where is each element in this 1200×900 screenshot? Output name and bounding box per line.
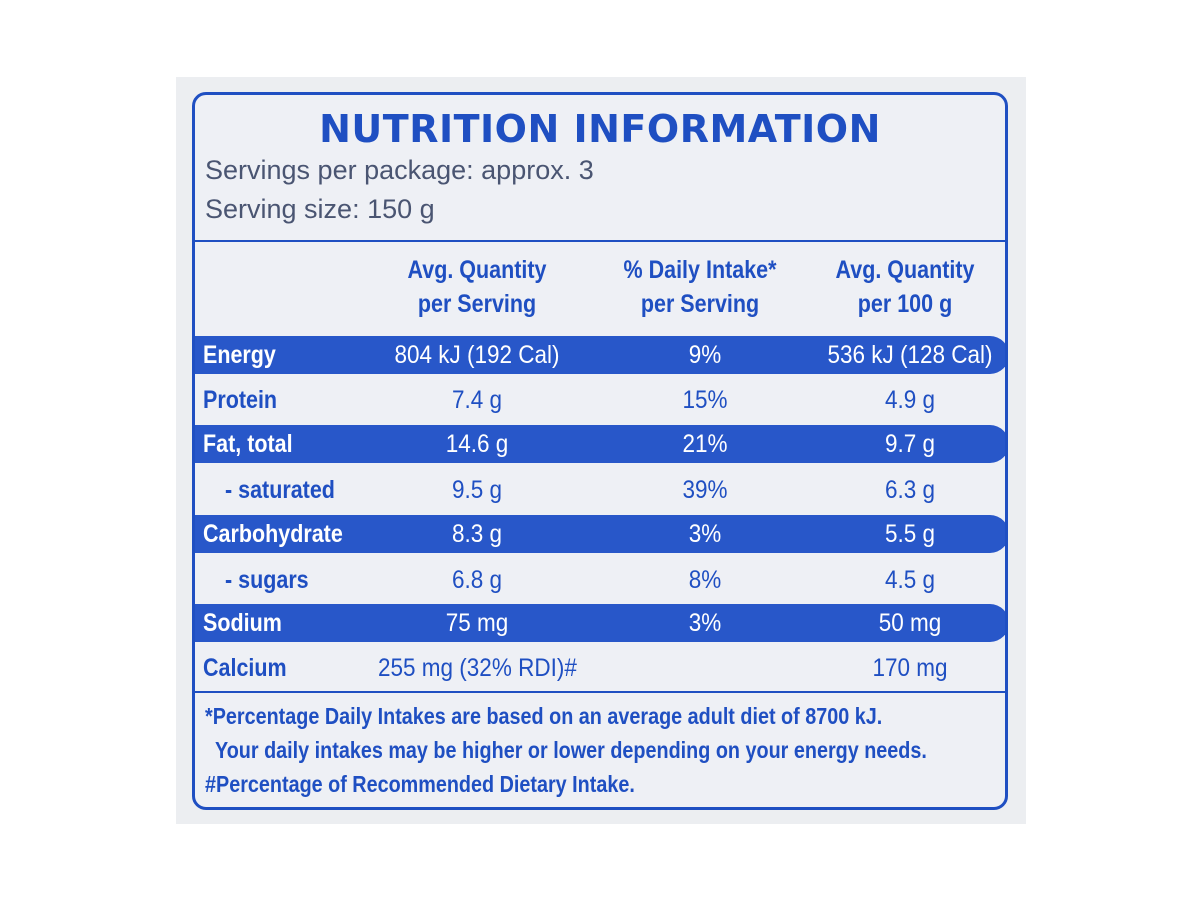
column-header-line: per Serving — [417, 290, 537, 318]
per-serving-value: 14.6 g — [445, 430, 509, 458]
per-100g-value: 4.9 g — [884, 386, 936, 414]
per-serving-value: 255 mg (32% RDI)# — [378, 654, 577, 682]
nutrient-name: - sugars — [225, 566, 309, 594]
nutrient-row-calcium: Calcium 255 mg (32% RDI)# 170 mg — [195, 649, 1005, 687]
nutrient-name: Carbohydrate — [203, 520, 343, 548]
nutrition-panel: NUTRITION INFORMATION Servings per packa… — [192, 92, 1008, 810]
nutrient-name: Calcium — [203, 654, 287, 682]
column-header-line: Avg. Quantity — [835, 256, 975, 284]
per-serving-value: 6.8 g — [451, 566, 503, 594]
nutrient-row-energy: Energy 804 kJ (192 Cal) 9% 536 kJ (128 C… — [195, 336, 1005, 374]
daily-intake-value — [606, 649, 804, 687]
per-100g-value: 536 kJ (128 Cal) — [827, 341, 993, 369]
daily-intake-value: 39% — [682, 476, 728, 504]
column-header-line: % Daily Intake* — [623, 256, 777, 284]
daily-intake-value: 8% — [688, 566, 722, 594]
nutrient-row-fat-total: Fat, total 14.6 g 21% 9.7 g — [195, 425, 1005, 463]
daily-intake-value: 9% — [688, 341, 722, 369]
per-100g-value: 170 mg — [872, 654, 948, 682]
nutrient-name: Fat, total — [203, 430, 293, 458]
column-header-per-100g: Avg. Quantity per 100 g — [819, 253, 991, 321]
per-100g-value: 6.3 g — [884, 476, 936, 504]
footnote-divider — [195, 691, 1005, 693]
per-100g-value: 5.5 g — [884, 520, 936, 548]
nutrient-name: Protein — [203, 386, 278, 414]
nutrient-row-protein: Protein 7.4 g 15% 4.9 g — [195, 381, 1005, 419]
nutrient-name: Energy — [203, 341, 276, 369]
daily-intake-value: 3% — [688, 609, 722, 637]
header-divider — [195, 240, 1005, 242]
column-header-line: Avg. Quantity — [407, 256, 547, 284]
nutrient-name: Sodium — [203, 609, 282, 637]
servings-per-package: Servings per package: approx. 3 — [205, 155, 594, 185]
per-100g-value: 4.5 g — [884, 566, 936, 594]
footnote-rdi: #Percentage of Recommended Dietary Intak… — [205, 771, 635, 797]
column-header-daily-intake: % Daily Intake* per Serving — [605, 253, 794, 321]
per-100g-value: 9.7 g — [884, 430, 936, 458]
nutrient-row-sugars: - sugars 6.8 g 8% 4.5 g — [195, 561, 1005, 599]
per-serving-value: 75 mg — [445, 609, 509, 637]
nutrient-row-saturated: - saturated 9.5 g 39% 6.3 g — [195, 471, 1005, 509]
column-header-line: per 100 g — [857, 290, 953, 318]
per-serving-value: 9.5 g — [451, 476, 503, 504]
daily-intake-value: 21% — [682, 430, 728, 458]
per-100g-value: 50 mg — [878, 609, 942, 637]
column-header-line: per Serving — [640, 290, 760, 318]
daily-intake-value: 3% — [688, 520, 722, 548]
nutrient-row-carbohydrate: Carbohydrate 8.3 g 3% 5.5 g — [195, 515, 1005, 553]
column-header-per-serving: Avg. Quantity per Serving — [382, 253, 571, 321]
per-serving-value: 7.4 g — [451, 386, 503, 414]
daily-intake-value: 15% — [682, 386, 728, 414]
panel-title: NUTRITION INFORMATION — [319, 107, 881, 151]
per-serving-value: 8.3 g — [451, 520, 503, 548]
serving-size: Serving size: 150 g — [205, 194, 435, 224]
nutrient-name: - saturated — [225, 476, 335, 504]
nutrient-row-sodium: Sodium 75 mg 3% 50 mg — [195, 604, 1005, 642]
footnote-daily-intake: *Percentage Daily Intakes are based on a… — [205, 703, 883, 729]
per-serving-value: 804 kJ (192 Cal) — [394, 341, 560, 369]
footnote-energy-needs: Your daily intakes may be higher or lowe… — [215, 737, 927, 763]
